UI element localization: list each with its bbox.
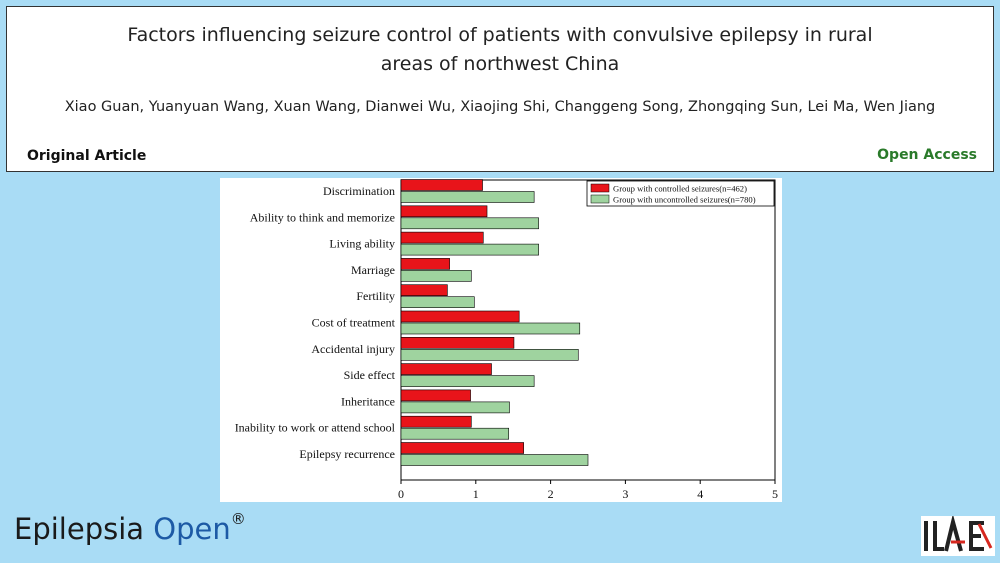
ilae-logo <box>921 514 995 556</box>
journal-name: Epilepsia <box>14 512 145 546</box>
bar-controlled-4 <box>400 284 448 296</box>
category-label: Cost of treatment <box>312 316 396 330</box>
open-access-label: Open Access <box>877 147 977 163</box>
legend-swatch <box>590 194 610 204</box>
bar-uncontrolled-3 <box>400 270 472 282</box>
category-label: Marriage <box>351 263 395 277</box>
ilae-logo-graphic <box>921 514 995 556</box>
x-tick-label: 3 <box>622 487 628 501</box>
bar-controlled-1 <box>400 205 488 218</box>
article-title-line-2: areas of northwest China <box>380 53 620 75</box>
bar-controlled-7 <box>400 363 492 375</box>
bar-uncontrolled-10 <box>400 454 589 466</box>
category-label: Epilepsy recurrence <box>299 447 395 461</box>
category-label: Fertility <box>356 289 395 303</box>
legend-entry: Group with controlled seizures(n=462) <box>613 184 747 194</box>
bar-uncontrolled-2 <box>400 243 539 256</box>
x-tick-label: 0 <box>398 487 404 501</box>
bar-controlled-0 <box>400 179 483 191</box>
bar-uncontrolled-1 <box>400 217 539 230</box>
x-tick-label: 5 <box>772 487 778 501</box>
bar-chart: Discrimination Ability to think and memor… <box>235 179 778 501</box>
bar-controlled-10 <box>400 442 524 454</box>
bar-controlled-6 <box>400 337 515 349</box>
bar-uncontrolled-7 <box>400 375 535 387</box>
category-label: Inability to work or attend school <box>235 421 396 435</box>
category-label: Inheritance <box>341 394 395 408</box>
category-label: Discrimination <box>323 184 395 198</box>
registered-mark: ® <box>230 510 246 528</box>
bar-controlled-5 <box>400 310 520 323</box>
bar-uncontrolled-4 <box>400 296 475 308</box>
legend-entry: Group with uncontrolled seizures(n=780) <box>613 195 756 205</box>
journal-logo: Epilepsia Open® <box>14 510 246 546</box>
category-label: Ability to think and memorize <box>250 210 395 224</box>
bar-uncontrolled-6 <box>400 349 579 361</box>
x-tick-label: 1 <box>473 487 479 501</box>
bar-controlled-3 <box>400 258 450 270</box>
bar-uncontrolled-8 <box>400 401 510 414</box>
bar-controlled-9 <box>400 415 472 428</box>
journal-name-open: Open <box>153 512 231 546</box>
legend-box <box>586 180 775 207</box>
bar-chart-panel: Discrimination Ability to think and memor… <box>220 178 782 502</box>
bar-uncontrolled-9 <box>400 427 510 440</box>
bar-uncontrolled-0 <box>400 191 535 203</box>
bar-controlled-2 <box>400 231 484 244</box>
article-type-label: Original Article <box>27 148 147 164</box>
x-tick-label: 4 <box>697 487 703 501</box>
article-title: Factors influencing seizure control of p… <box>7 21 993 79</box>
article-header: Factors influencing seizure control of p… <box>6 6 994 172</box>
x-tick-label: 2 <box>548 487 554 501</box>
legend-swatch <box>590 183 610 193</box>
category-label: Side effect <box>344 368 396 382</box>
category-label: Accidental injury <box>311 342 395 356</box>
article-title-line-1: Factors influencing seizure control of p… <box>127 24 873 46</box>
bar-controlled-8 <box>400 389 471 402</box>
author-list: Xiao Guan, Yuanyuan Wang, Xuan Wang, Dia… <box>64 99 936 115</box>
bar-uncontrolled-5 <box>400 322 581 335</box>
category-label: Living ability <box>329 237 395 251</box>
